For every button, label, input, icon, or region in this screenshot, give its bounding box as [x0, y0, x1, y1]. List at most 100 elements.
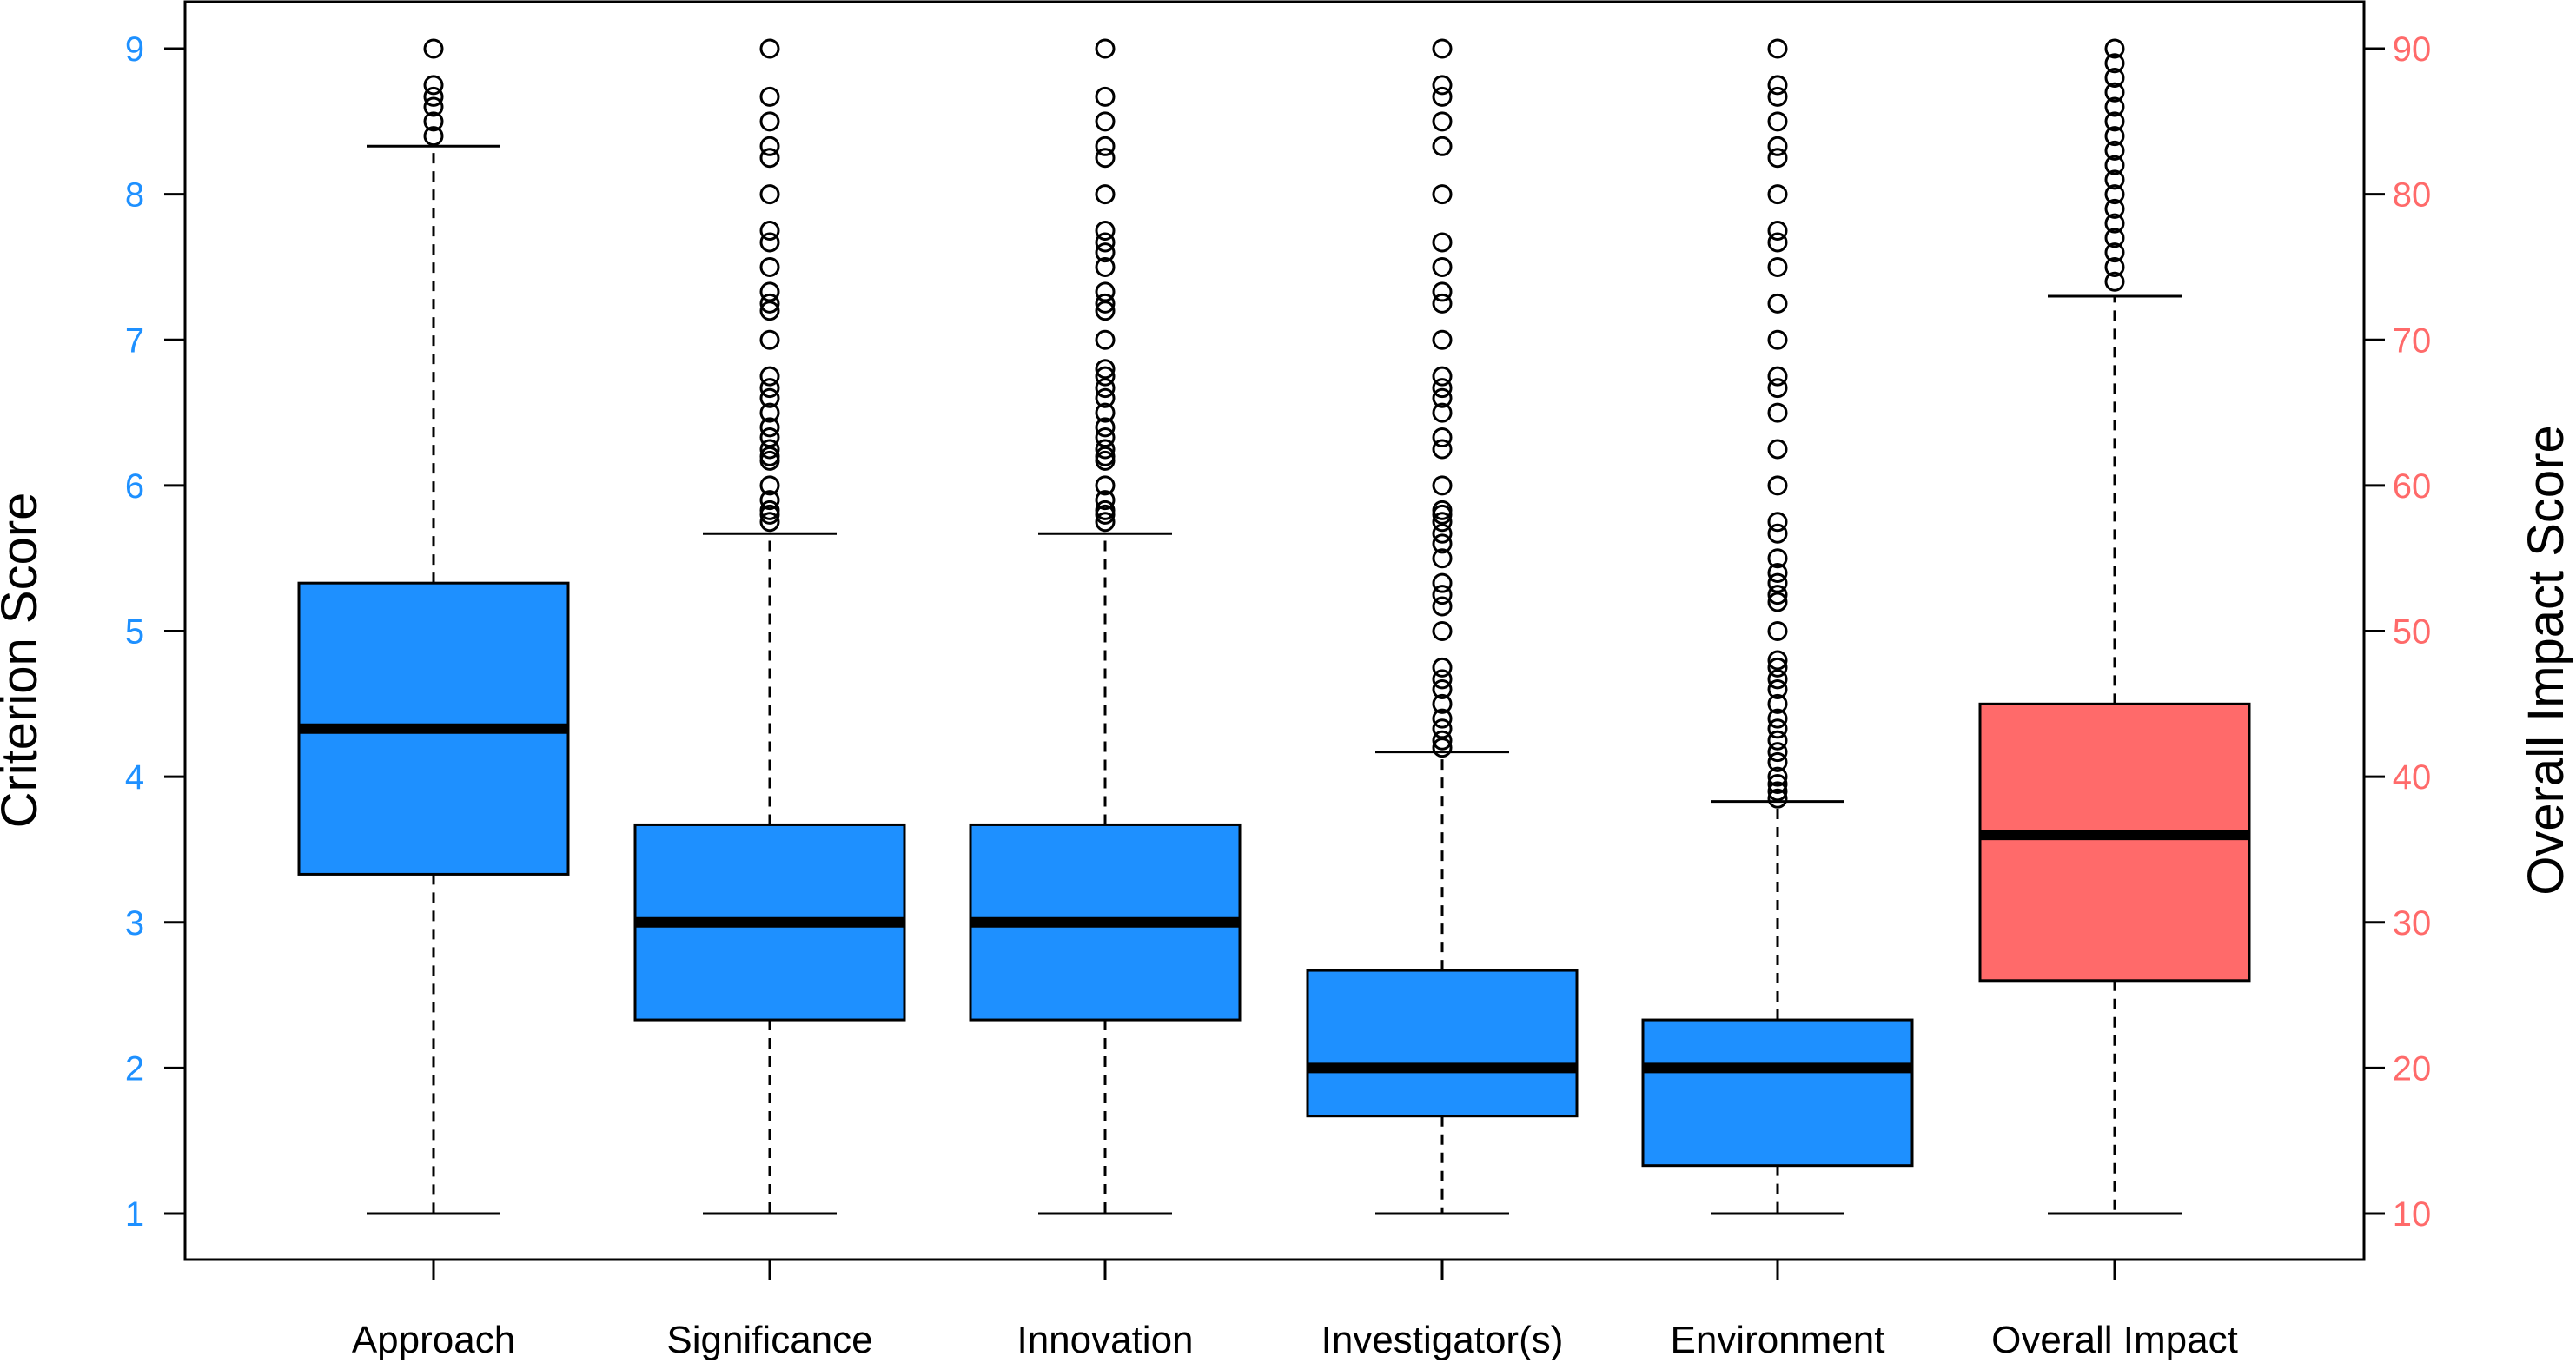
outlier-point [1767, 329, 1788, 350]
x-tick-label: Environment [1670, 1319, 1884, 1361]
outlier-point [2104, 140, 2125, 161]
left-axis-title: Criterion Score [0, 493, 48, 829]
outlier-point [1432, 256, 1453, 277]
outlier-point [1432, 585, 1453, 605]
outlier-point [2104, 242, 2125, 263]
outlier-point [1767, 136, 1788, 156]
x-axis: Approach Significance Innovation Investigat… [352, 1258, 2238, 1361]
box-overall-impact [1978, 38, 2251, 1215]
outlier-point [1767, 751, 1788, 772]
outlier-point [759, 301, 780, 321]
box-iqr [1306, 969, 1579, 1118]
outlier-point [1767, 774, 1788, 795]
outlier-point [1767, 693, 1788, 714]
outlier-point [1432, 730, 1453, 751]
outlier-point [423, 96, 444, 117]
outlier-point [423, 86, 444, 107]
outlier-point [1432, 533, 1453, 554]
outlier-point [1767, 293, 1788, 314]
outlier-point [1432, 679, 1453, 700]
outlier-point [1432, 232, 1453, 253]
outlier-point [1767, 781, 1788, 802]
outlier-point [1432, 523, 1453, 544]
outlier-point [1432, 402, 1453, 423]
outlier-point [1095, 512, 1116, 533]
right-tick-label: 90 [2393, 30, 2432, 69]
outlier-point [759, 281, 780, 302]
x-tick-label: Significance [666, 1319, 872, 1361]
outlier-point [759, 184, 780, 205]
outlier-point [1095, 439, 1116, 460]
outlier-point [2104, 126, 2125, 147]
right-tick-label: 80 [2393, 176, 2432, 215]
outlier-point [1767, 572, 1788, 593]
outlier-point [1767, 523, 1788, 544]
left-tick-label: 3 [125, 904, 144, 943]
outlier-point [1767, 742, 1788, 763]
outlier-point [1095, 242, 1116, 263]
outlier-point [2104, 271, 2125, 292]
left-tick-label: 5 [125, 613, 144, 652]
outlier-point [1432, 572, 1453, 593]
right-tick-label: 10 [2393, 1195, 2432, 1234]
outlier-point [1432, 548, 1453, 569]
outlier-point [1432, 621, 1453, 641]
outlier-point [759, 221, 780, 242]
outlier-point [1095, 446, 1116, 466]
outlier-point [423, 126, 444, 147]
box-iqr [1641, 1018, 1914, 1168]
right-tick-label: 50 [2393, 613, 2432, 652]
outlier-point [1767, 366, 1788, 387]
x-tick-label: Approach [352, 1319, 515, 1361]
outlier-point [759, 256, 780, 277]
outlier-point [1432, 693, 1453, 714]
outlier-point [759, 136, 780, 156]
outlier-point [1432, 596, 1453, 617]
outlier-point [1095, 111, 1116, 132]
outlier-point [1095, 366, 1116, 387]
outlier-point [2104, 38, 2125, 59]
outlier-point [1432, 657, 1453, 678]
outlier-point [1432, 500, 1453, 520]
outlier-point [1767, 679, 1788, 700]
outlier-point [1767, 475, 1788, 496]
box-significance [633, 38, 906, 1215]
box-investigator-s [1306, 38, 1579, 1215]
outlier-point [1432, 86, 1453, 107]
outlier-point [1432, 512, 1453, 533]
outlier-point [1095, 86, 1116, 107]
outlier-point [1767, 378, 1788, 399]
outlier-point [423, 111, 444, 132]
outlier-point [759, 417, 780, 438]
outlier-point [759, 439, 780, 460]
outlier-point [1767, 75, 1788, 96]
outlier-point [423, 75, 444, 96]
outlier-point [1767, 650, 1788, 671]
box-innovation [969, 38, 1242, 1215]
outlier-point [1095, 148, 1116, 169]
outlier-point [1095, 490, 1116, 511]
left-axis: 1 2 3 4 5 6 7 8 9 [125, 30, 187, 1234]
outlier-point [1095, 417, 1116, 438]
x-tick-label: Overall Impact [1991, 1319, 2238, 1361]
left-tick-label: 8 [125, 176, 144, 215]
outlier-point [1767, 221, 1788, 242]
outlier-point [1095, 293, 1116, 314]
outlier-point [759, 293, 780, 314]
outlier-point [1432, 475, 1453, 496]
right-tick-label: 20 [2393, 1049, 2432, 1088]
outlier-point [1767, 657, 1788, 678]
right-tick-label: 40 [2393, 758, 2432, 797]
outlier-point [759, 148, 780, 169]
outlier-point [1432, 718, 1453, 739]
outlier-point [1432, 366, 1453, 387]
outlier-point [1432, 184, 1453, 205]
right-axis-title: Overall Impact Score [2518, 425, 2574, 896]
right-tick-label: 60 [2393, 467, 2432, 506]
boxes-layer [297, 38, 2251, 1215]
outlier-point [1095, 38, 1116, 59]
outlier-point [1432, 439, 1453, 460]
outlier-point [759, 329, 780, 350]
outlier-point [1095, 281, 1116, 302]
